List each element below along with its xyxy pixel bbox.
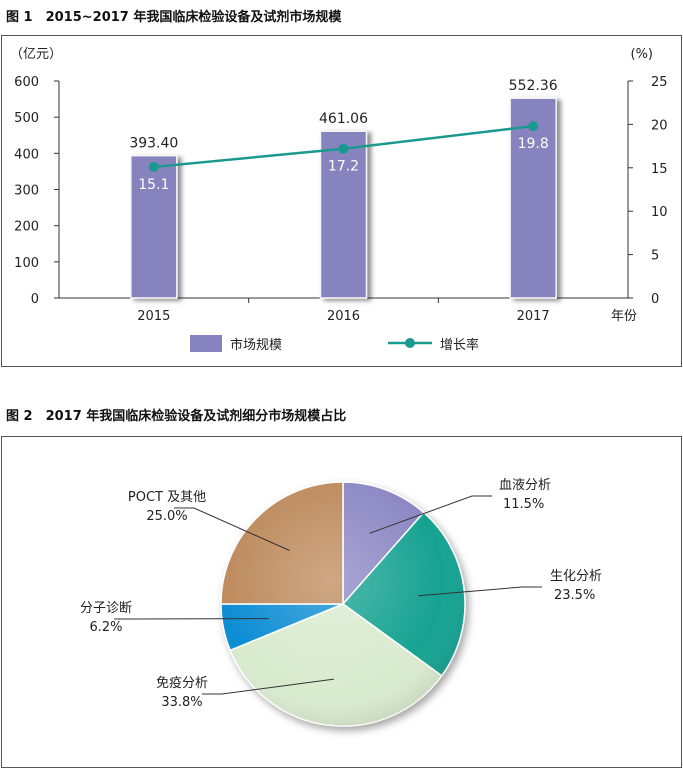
bar-line-chart: 0 100 200 300 400 500 600 0 5 10 15 20 25 （亿元） (%) 2015…	[10, 47, 668, 353]
legend-swatch-bar	[190, 335, 222, 352]
y-tick-label: 300	[14, 184, 39, 199]
figure2-title: 图 2 2017 年我国临床检验设备及试剂细分市场规模占比	[6, 409, 347, 424]
pie-slice-label: POCT 及其他	[128, 490, 206, 505]
x-tick-label: 2017	[517, 309, 550, 324]
bar	[509, 97, 557, 299]
pie-leader-line	[369, 495, 492, 534]
x-tick-label: 2015	[137, 309, 170, 324]
pie-leader-line	[202, 678, 335, 695]
y2-tick-label: 0	[651, 292, 659, 307]
bar-value-label: 552.36	[509, 78, 558, 94]
y-tick-label: 0	[31, 292, 39, 307]
y-tick-label: 100	[14, 256, 39, 271]
bar	[130, 154, 178, 299]
pie-slice-label: 免疫分析	[156, 675, 208, 691]
pie-shine-overlay	[221, 482, 465, 726]
bar-line-chart-panel: 0 100 200 300 400 500 600 0 5 10 15 20 25 （亿元） (%) 2015…	[1, 35, 682, 367]
figure1-title: 图 1 2015~2017 年我国临床检验设备及试剂市场规模	[6, 10, 342, 25]
legend-swatch-marker	[405, 338, 415, 348]
y-axis-title: （亿元）	[10, 47, 62, 62]
pie-leader-line	[174, 507, 290, 551]
growth-rate-point	[528, 121, 539, 132]
growth-rate-point	[148, 161, 159, 172]
pie-slice-label: 分子诊断	[80, 601, 132, 616]
pie-leader-line	[418, 586, 542, 597]
bar-value-label: 461.06	[319, 111, 368, 127]
y2-tick-label: 25	[651, 75, 668, 90]
bar	[319, 130, 368, 299]
pie-chart: 血液分析 11.5% 生化分析 23.5% 免疫分析 33.8% 分子诊断 6.2% POCT …	[80, 478, 602, 727]
pie-slice-value-label: 6.2%	[89, 620, 122, 635]
pie-slice-label: 血液分析	[499, 478, 551, 493]
y2-tick-label: 10	[651, 205, 668, 220]
x-axis-title: 年份	[611, 309, 637, 324]
y-tick-label: 400	[14, 147, 39, 162]
y2-tick-label: 15	[651, 162, 668, 177]
x-tick-label: 2016	[327, 309, 360, 324]
pie-slice-label: 生化分析	[550, 569, 602, 584]
pie-slice-value-label: 23.5%	[554, 588, 595, 603]
growth-rate-point	[338, 143, 349, 154]
legend-label-line: 增长率	[440, 337, 479, 353]
growth-rate-value-label: 15.1	[138, 177, 169, 193]
legend-label-bar: 市场规模	[230, 337, 282, 353]
y-tick-label: 200	[14, 220, 39, 235]
growth-rate-value-label: 19.8	[518, 136, 549, 152]
y2-tick-label: 5	[651, 249, 659, 264]
pie-slice-value-label: 11.5%	[503, 497, 544, 512]
y-tick-label: 500	[14, 111, 39, 126]
bar-value-label: 393.40	[129, 136, 178, 152]
pie-chart-panel: 血液分析 11.5% 生化分析 23.5% 免疫分析 33.8% 分子诊断 6.2% POCT …	[1, 436, 682, 768]
y-tick-label: 600	[14, 75, 39, 90]
y2-tick-label: 20	[651, 118, 668, 133]
y2-axis-title: (%)	[631, 47, 654, 62]
pie-slice-value-label: 25.0%	[146, 509, 187, 524]
pie-slice-value-label: 33.8%	[161, 695, 202, 710]
growth-rate-value-label: 17.2	[328, 159, 359, 175]
